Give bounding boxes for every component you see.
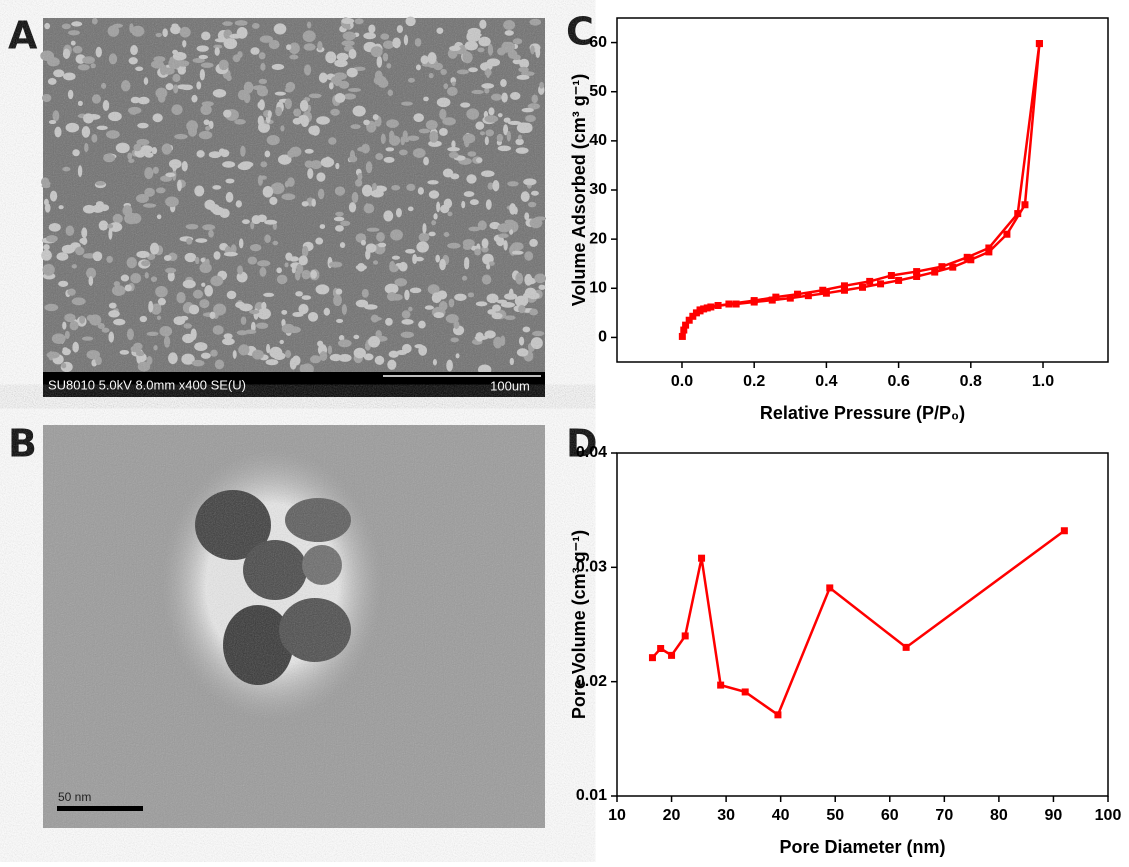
data-point (840, 282, 848, 290)
data-point (1035, 40, 1043, 48)
data-point (877, 280, 885, 288)
y-tick-label: 0.03 (576, 559, 607, 576)
x-tick-label: 40 (772, 807, 790, 824)
data-point (804, 292, 812, 300)
data-point (750, 297, 758, 305)
data-point (938, 263, 946, 271)
tem-scale-bar (57, 806, 143, 811)
panel-label: B (8, 422, 37, 466)
data-point (913, 272, 921, 280)
data-point (698, 554, 706, 562)
sem-caption: SU8010 5.0kV 8.0mm x400 SE(U) (48, 377, 246, 392)
x-axis-title: Relative Pressure (P/P₀) (760, 403, 965, 423)
y-tick-label: 20 (589, 230, 607, 247)
data-point (1014, 210, 1022, 218)
sem-image: SU8010 5.0kV 8.0mm x400 SE(U) 100um (40, 16, 547, 397)
panel-label: D (566, 422, 598, 466)
data-point (826, 584, 834, 592)
data-point (648, 654, 656, 662)
series-line (681, 43, 1041, 337)
x-tick-label: 10 (608, 807, 626, 824)
x-tick-label: 0.4 (815, 373, 837, 390)
data-point (725, 300, 733, 308)
x-tick-label: 0.8 (960, 373, 982, 390)
data-point (774, 711, 782, 719)
data-point (1003, 230, 1011, 238)
data-point (668, 651, 676, 659)
data-point (902, 643, 910, 651)
x-tick-label: 20 (663, 807, 681, 824)
data-point (967, 256, 975, 264)
data-point (772, 293, 780, 301)
series-line (651, 529, 1066, 717)
data-point (685, 316, 693, 324)
data-point (887, 272, 895, 280)
data-point (1021, 201, 1029, 209)
data-point (678, 332, 686, 340)
y-tick-label: 10 (589, 280, 607, 297)
data-point (1060, 527, 1068, 535)
y-tick-label: 60 (589, 34, 607, 51)
y-axis-title: Pore Volume (cm³ g⁻¹) (569, 530, 589, 719)
data-point (657, 645, 665, 653)
x-tick-label: 0.0 (671, 373, 693, 390)
data-point (859, 283, 866, 291)
tem-grain (43, 425, 545, 828)
data-point (985, 244, 993, 252)
x-tick-label: 60 (881, 807, 899, 824)
data-point (681, 632, 689, 640)
y-axis-title: Volume Adsorbed (cm³ g⁻¹) (569, 74, 589, 307)
x-tick-label: 70 (935, 807, 953, 824)
y-tick-label: 0 (598, 329, 607, 346)
plot-frame (616, 452, 1109, 797)
y-tick-label: 0.01 (576, 787, 607, 804)
data-point (682, 321, 690, 329)
x-tick-label: 0.2 (743, 373, 765, 390)
data-point (741, 688, 749, 696)
data-point (703, 304, 711, 312)
y-tick-label: 40 (589, 132, 607, 149)
data-point (840, 286, 848, 294)
tem-image: 50 nm (43, 425, 545, 828)
sem-scale-label: 100um (490, 378, 530, 393)
panel-label: A (8, 14, 38, 58)
data-point (931, 268, 939, 276)
data-point (819, 286, 827, 294)
data-point (963, 253, 971, 261)
data-point (895, 276, 903, 284)
data-point (794, 290, 802, 298)
panel-label: C (566, 10, 594, 54)
x-tick-label: 30 (717, 807, 735, 824)
x-axis-title: Pore Diameter (nm) (779, 837, 945, 857)
data-point (866, 277, 874, 285)
series-line (699, 43, 1041, 312)
y-tick-label: 50 (589, 83, 607, 100)
x-tick-label: 0.6 (887, 373, 909, 390)
data-point (696, 306, 704, 314)
sem-grain (43, 18, 545, 373)
y-tick-label: 30 (589, 181, 607, 198)
x-tick-label: 80 (990, 807, 1008, 824)
data-point (768, 296, 776, 304)
data-point (822, 289, 830, 297)
x-tick-label: 1.0 (1032, 373, 1054, 390)
x-tick-label: 90 (1045, 807, 1063, 824)
data-point (786, 294, 794, 302)
y-tick-label: 0.04 (576, 444, 607, 461)
data-point (949, 263, 957, 271)
data-point (985, 248, 993, 256)
data-point (689, 312, 697, 320)
x-tick-label: 50 (826, 807, 844, 824)
tem-scale-label: 50 nm (58, 790, 91, 804)
data-point (692, 309, 700, 317)
data-point (717, 681, 725, 689)
x-tick-label: 100 (1095, 807, 1122, 824)
data-point (913, 268, 921, 276)
y-tick-label: 0.02 (576, 673, 607, 690)
data-point (680, 326, 688, 334)
plot-frame (616, 17, 1109, 363)
